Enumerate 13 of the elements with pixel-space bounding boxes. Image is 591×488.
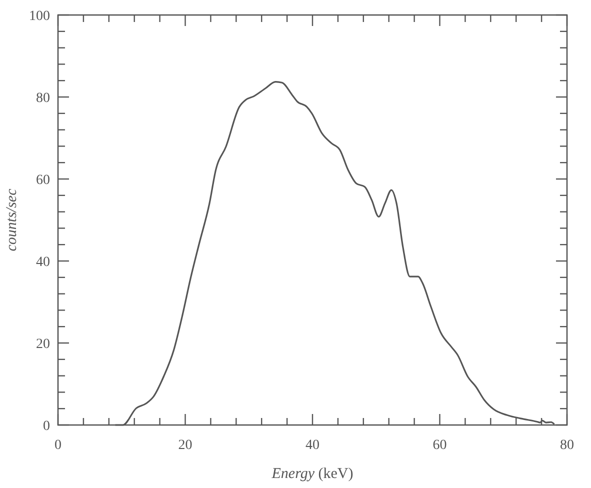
x-tick-label: 60 xyxy=(432,438,447,453)
y-axis-title: counts/sec xyxy=(4,188,20,252)
x-tick-label: 0 xyxy=(54,438,62,453)
y-tick-label: 0 xyxy=(43,418,50,434)
y-tick-label: 60 xyxy=(36,172,50,188)
y-tick-label: 80 xyxy=(36,90,50,106)
x-tick-label: 40 xyxy=(306,438,320,453)
x-tick-label: 20 xyxy=(178,438,192,453)
y-tick-label: 100 xyxy=(29,8,50,24)
y-tick-label: 20 xyxy=(36,336,50,352)
x-tick-label: 80 xyxy=(560,438,574,453)
x-axis-title: Energy (keV) xyxy=(270,466,354,482)
y-tick-label: 40 xyxy=(36,254,50,270)
